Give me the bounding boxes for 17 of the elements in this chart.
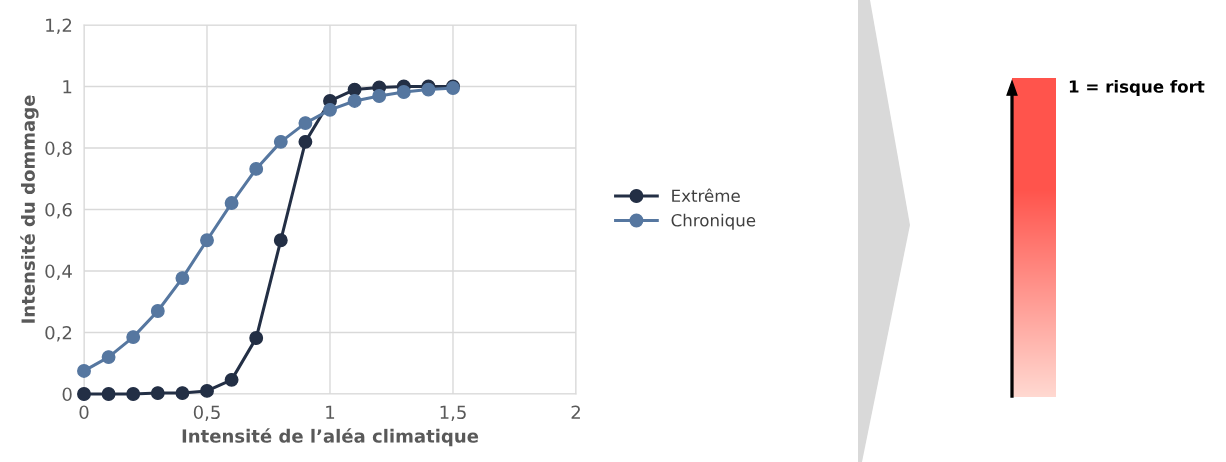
y-tick-label: 0 xyxy=(62,387,72,402)
x-tick-label: 0 xyxy=(79,405,89,420)
x-tick-label: 2 xyxy=(571,405,580,419)
y-tick-label: 0,8 xyxy=(45,141,72,157)
x-tick-label: 1 xyxy=(326,405,335,419)
x-tick-label: 0,5 xyxy=(193,405,220,421)
y-tick-label: 1 xyxy=(63,80,72,94)
y-tick-label: 0,2 xyxy=(45,325,72,342)
legend-label: Chronique xyxy=(671,213,756,230)
x-tick-label: 1,5 xyxy=(440,405,466,421)
y-tick-label: 0,6 xyxy=(45,202,72,219)
y-axis-title: Intensité du dommage xyxy=(20,95,39,323)
y-tick-label: 0,4 xyxy=(45,264,72,280)
x-axis-title: Intensité de l’aléa climatique xyxy=(182,428,479,447)
legend-label: Extrême xyxy=(672,188,740,203)
text: 1 = risque fort xyxy=(1069,79,1205,97)
y-tick-label: 1,2 xyxy=(46,18,72,34)
